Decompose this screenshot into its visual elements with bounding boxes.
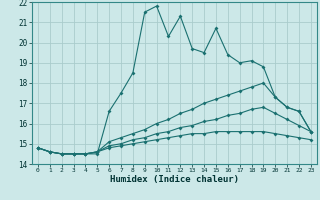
X-axis label: Humidex (Indice chaleur): Humidex (Indice chaleur) — [110, 175, 239, 184]
